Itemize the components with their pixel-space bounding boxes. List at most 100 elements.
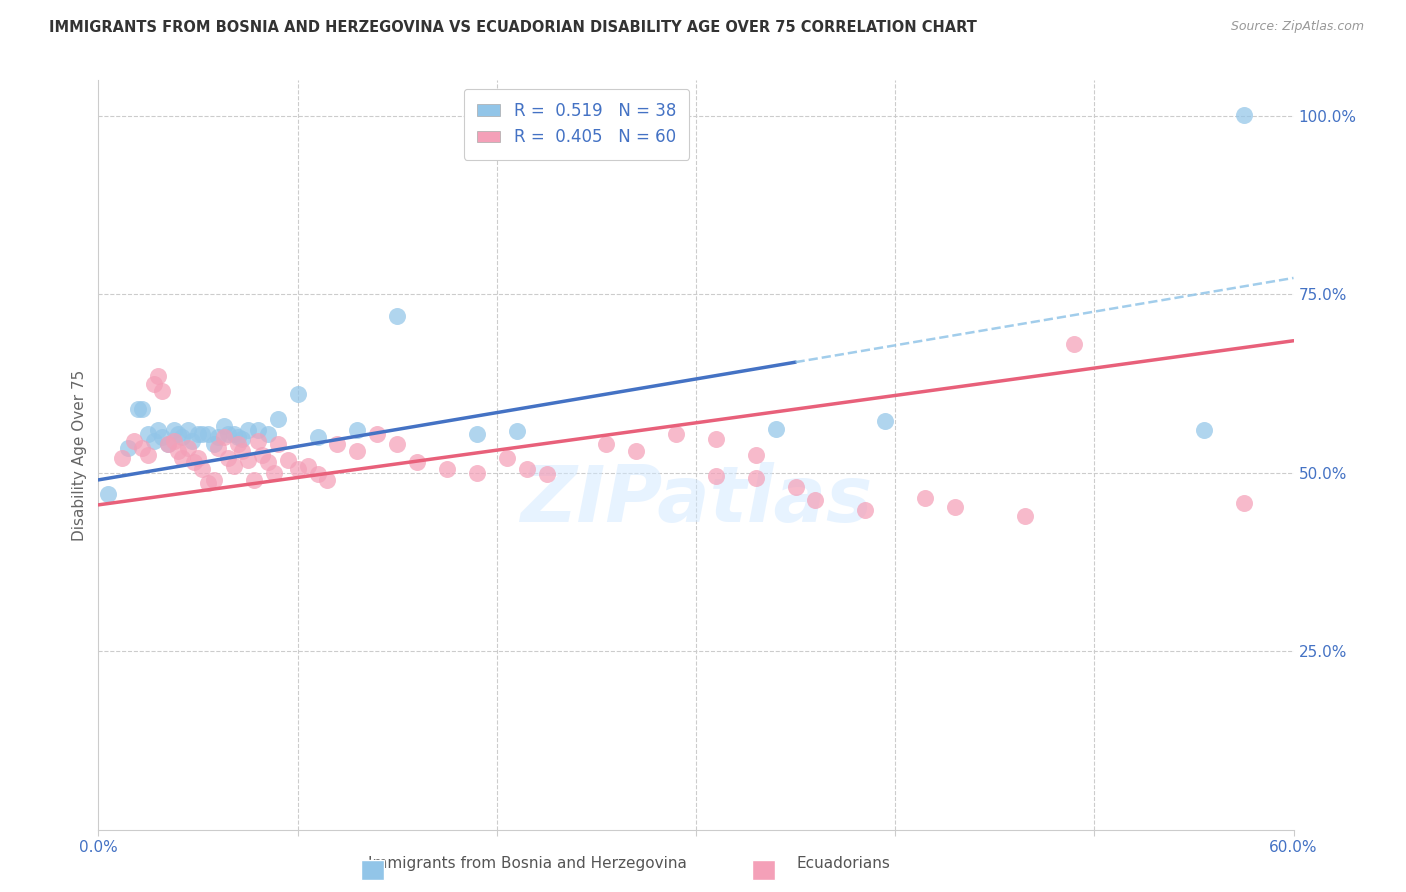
Point (1192, 423, 1215, 437)
Point (217, 451, 239, 466)
Point (536, 467, 558, 482)
Point (307, 430, 329, 444)
Point (465, 466, 488, 480)
Point (626, 444, 648, 458)
Point (385, 437, 409, 451)
Point (665, 426, 688, 441)
Point (256, 426, 278, 441)
Point (495, 451, 517, 466)
Point (516, 462, 538, 476)
Point (187, 451, 209, 466)
Point (226, 437, 249, 451)
Point (212, 430, 235, 444)
Point (157, 437, 180, 451)
Point (236, 453, 259, 467)
Point (202, 437, 225, 451)
Point (136, 448, 159, 462)
Text: Immigrants from Bosnia and Herzegovina: Immigrants from Bosnia and Herzegovina (368, 855, 686, 871)
Point (117, 441, 139, 455)
Point (131, 441, 153, 455)
Text: Source: ZipAtlas.com: Source: ZipAtlas.com (1230, 20, 1364, 33)
Point (222, 426, 245, 441)
Point (243, 473, 266, 487)
Point (150, 384, 173, 398)
Point (943, 500, 966, 514)
Point (1014, 508, 1036, 523)
Point (366, 426, 388, 441)
Point (236, 423, 259, 437)
Legend: R =  0.519   N = 38, R =  0.405   N = 60: R = 0.519 N = 38, R = 0.405 N = 60 (464, 88, 689, 160)
Point (177, 441, 200, 455)
Point (127, 401, 149, 416)
Point (297, 458, 319, 473)
Point (150, 430, 173, 444)
Point (231, 432, 253, 446)
Point (148, 369, 170, 384)
Point (704, 469, 727, 483)
Point (207, 430, 229, 444)
Point (157, 437, 180, 451)
Point (111, 451, 134, 466)
Point (183, 455, 205, 469)
Point (181, 434, 204, 448)
Point (287, 462, 309, 476)
Point (226, 430, 249, 444)
Point (316, 473, 339, 487)
Point (148, 423, 170, 437)
Point (287, 387, 309, 401)
Point (136, 426, 159, 441)
Point (246, 423, 269, 437)
Point (256, 455, 278, 469)
Point (804, 492, 827, 507)
Point (765, 421, 787, 435)
Point (143, 434, 166, 448)
Point (263, 466, 285, 480)
Point (222, 458, 245, 473)
Point (875, 414, 897, 428)
Point (197, 476, 219, 491)
Point (124, 434, 146, 448)
Point (191, 462, 214, 476)
Point (465, 426, 488, 441)
Point (1233, 496, 1256, 510)
Point (346, 423, 368, 437)
Point (163, 434, 186, 448)
Point (197, 426, 219, 441)
Point (177, 423, 200, 437)
Point (131, 401, 153, 416)
Text: ZIPatlas: ZIPatlas (520, 462, 872, 538)
Point (97, 487, 120, 501)
Point (172, 430, 194, 444)
Point (231, 444, 253, 458)
Point (172, 451, 194, 466)
Point (745, 448, 768, 462)
Point (704, 432, 727, 446)
Point (1233, 107, 1256, 121)
Point (167, 426, 190, 441)
Point (207, 441, 229, 455)
Point (191, 426, 214, 441)
Point (785, 480, 807, 494)
Point (914, 491, 936, 505)
Point (163, 423, 186, 437)
Point (267, 412, 290, 426)
Y-axis label: Disability Age Over 75: Disability Age Over 75 (72, 369, 87, 541)
Point (246, 434, 269, 448)
Point (745, 471, 768, 485)
Point (385, 309, 409, 323)
Point (250, 448, 273, 462)
Point (212, 419, 235, 434)
Point (506, 425, 529, 439)
Point (853, 503, 876, 517)
Point (143, 376, 166, 391)
Point (346, 444, 368, 458)
Point (187, 426, 209, 441)
Point (217, 426, 239, 441)
Point (267, 437, 290, 451)
Text: Ecuadorians: Ecuadorians (797, 855, 890, 871)
Text: IMMIGRANTS FROM BOSNIA AND HERZEGOVINA VS ECUADORIAN DISABILITY AGE OVER 75 CORR: IMMIGRANTS FROM BOSNIA AND HERZEGOVINA V… (49, 20, 977, 35)
Point (202, 473, 225, 487)
Point (326, 437, 349, 451)
Point (595, 437, 617, 451)
Point (167, 444, 190, 458)
